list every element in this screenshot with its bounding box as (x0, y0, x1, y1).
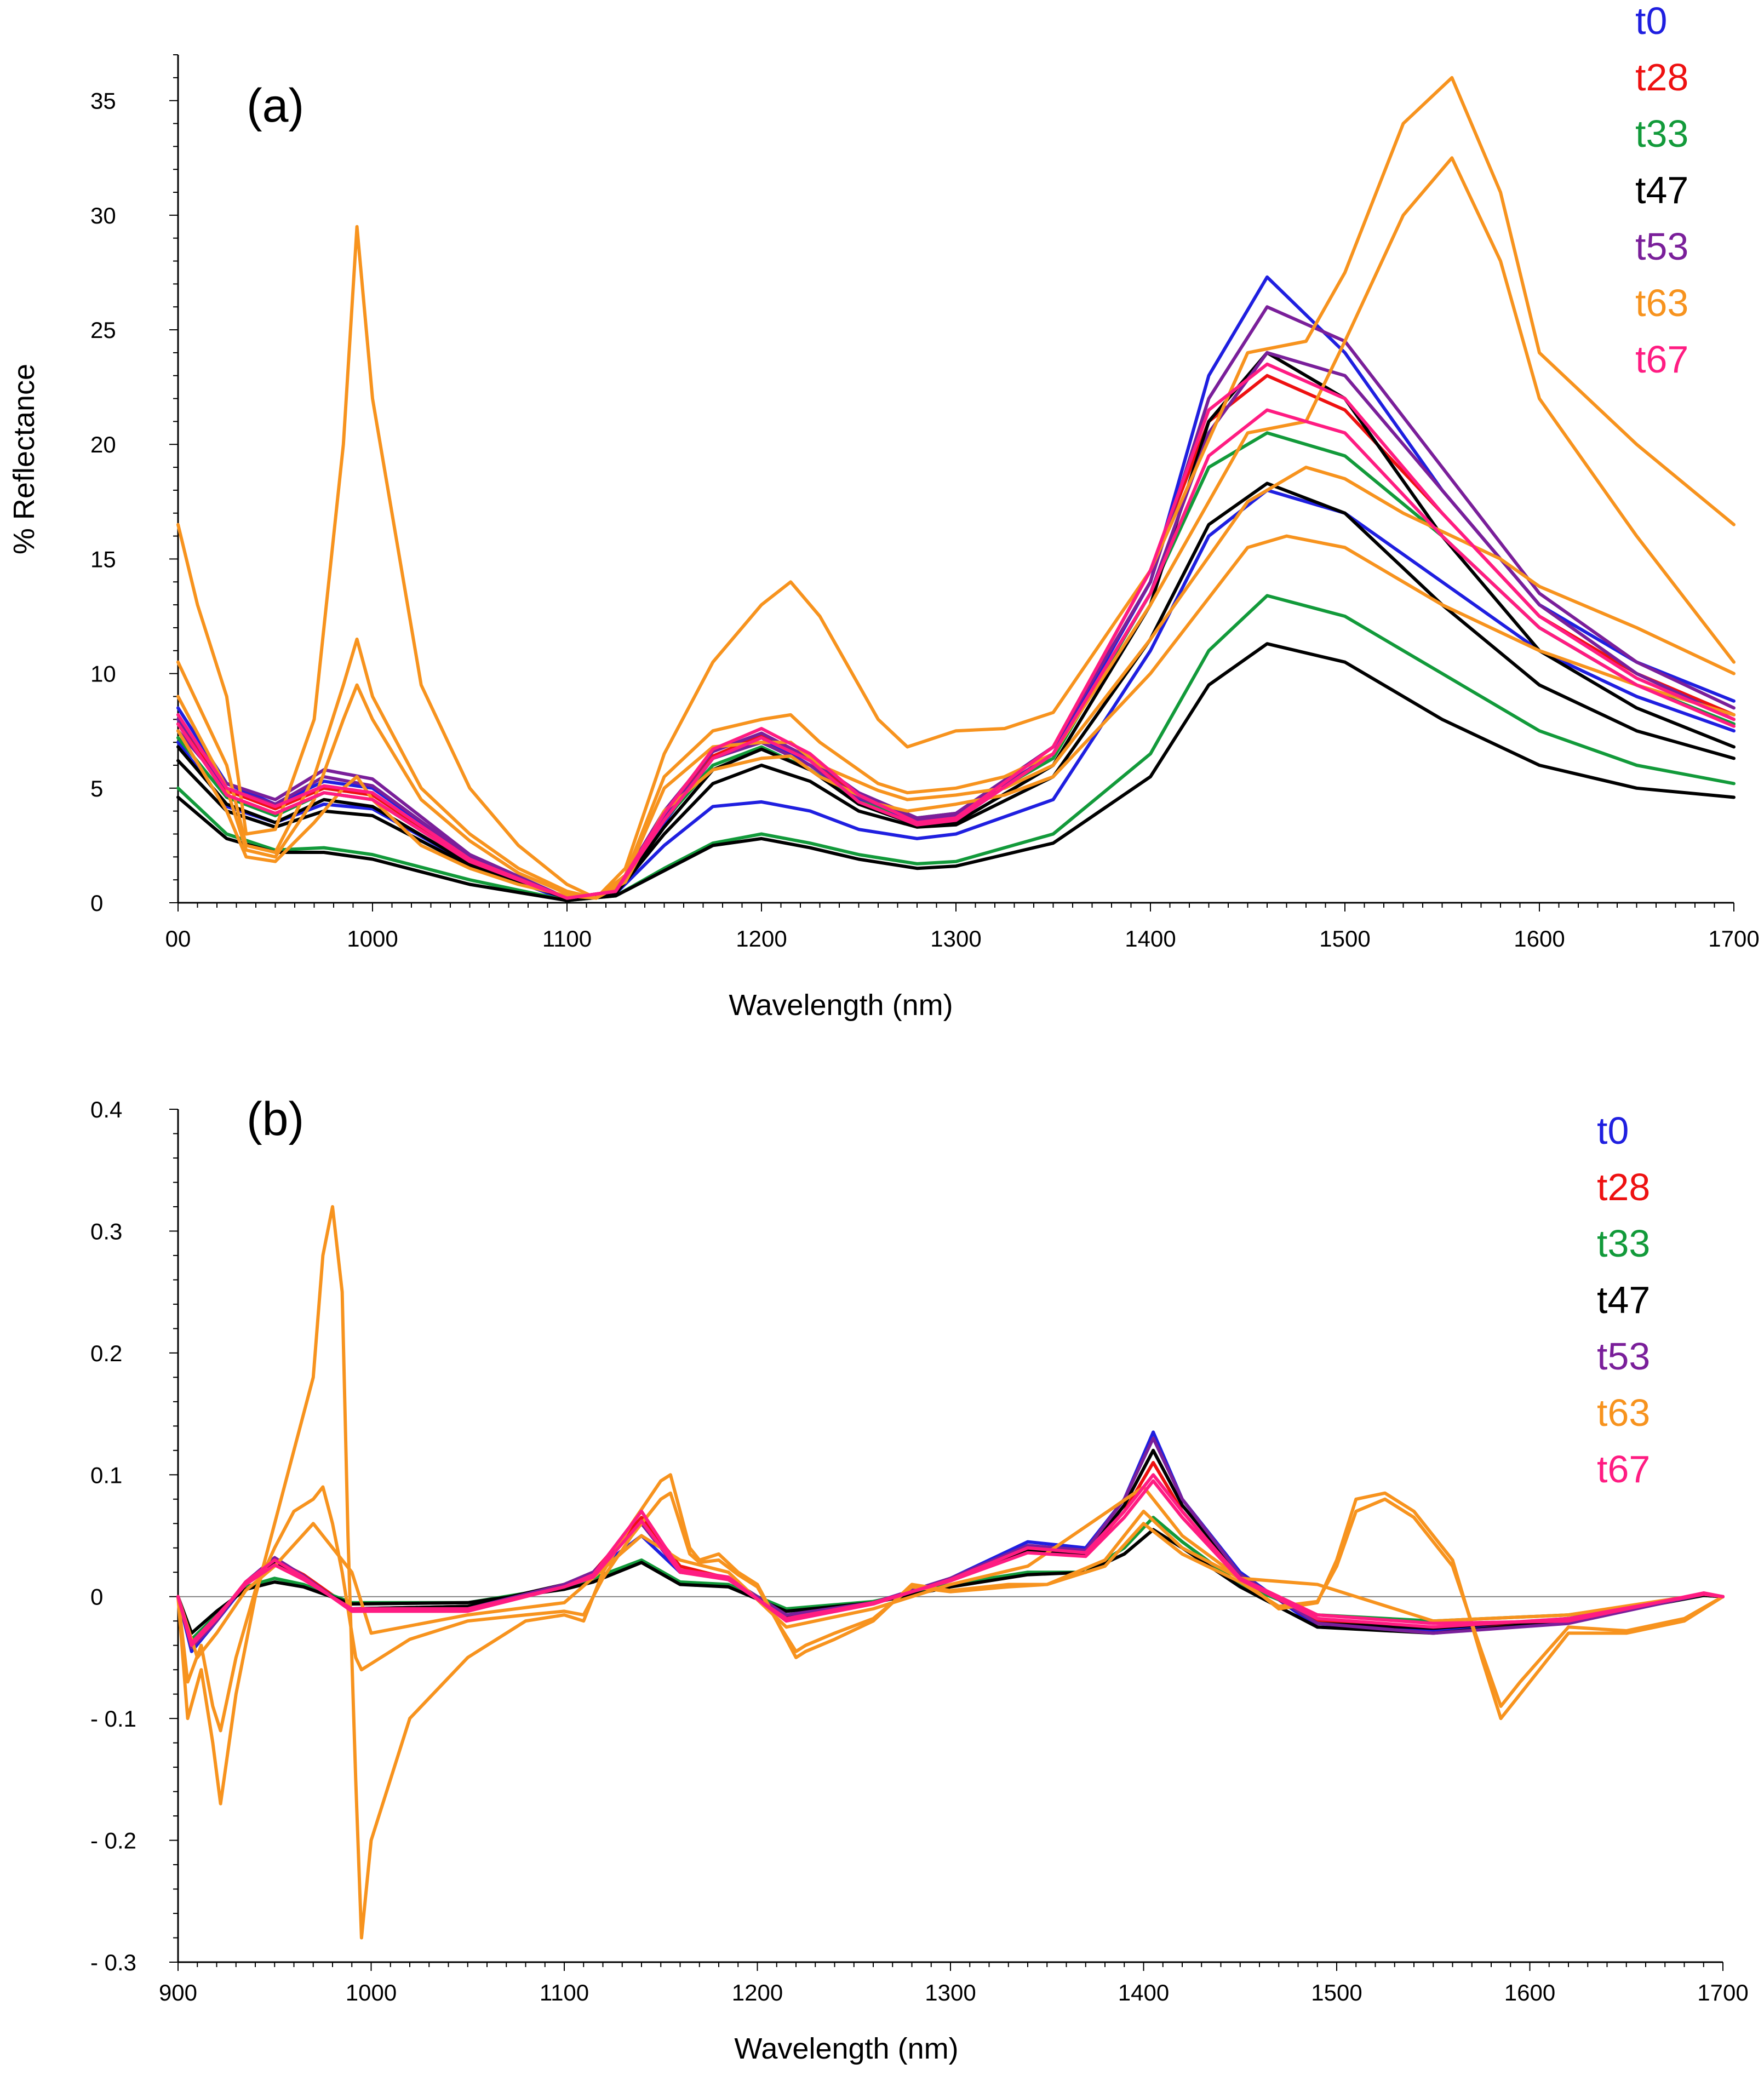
y-tick-label: 30 (90, 203, 116, 228)
series-line-t47 (176, 642, 1736, 902)
legend-label-t33: t33 (1635, 112, 1688, 155)
series-line-t63 (176, 466, 1736, 900)
x-tick-label: 1700 (1697, 1980, 1748, 2005)
series-line-t47 (176, 1528, 1725, 1635)
series-line-t67 (176, 1479, 1725, 1645)
x-tick-label: 1200 (736, 926, 787, 951)
y-tick-label: 0.1 (90, 1462, 122, 1488)
series-line-t0 (176, 488, 1736, 902)
series-line-t63 (176, 156, 1736, 900)
y-tick-label: - 0.1 (90, 1706, 136, 1732)
series-line-t47 (176, 351, 1736, 900)
x-tick-label: 1000 (347, 926, 398, 951)
series-line-t63 (176, 76, 1736, 900)
y-tick-label: 5 (90, 776, 103, 801)
x-tick-label: 1200 (732, 1980, 783, 2005)
x-tick-label: 1100 (542, 926, 592, 951)
legend-label-t67: t67 (1597, 1448, 1650, 1491)
y-tick-label: 10 (90, 661, 116, 687)
y-tick-label: 0.3 (90, 1218, 122, 1244)
y-tick-label: 25 (90, 317, 116, 343)
y-axis-title-a: % Reflectance (8, 364, 41, 554)
x-tick-label: 1000 (346, 1980, 397, 2005)
legend-label-t28: t28 (1597, 1166, 1650, 1208)
legend-label-t63: t63 (1597, 1391, 1650, 1434)
series-line-t28 (176, 374, 1736, 900)
y-tick-label: 0.2 (90, 1340, 122, 1366)
y-tick-label: 0.4 (90, 1097, 122, 1122)
series-line-t67 (176, 1473, 1725, 1647)
x-tick-label: 1400 (1125, 926, 1176, 951)
legend-label-t67: t67 (1635, 338, 1688, 381)
series-line-t63 (176, 1485, 1725, 1659)
panel-label-b: (b) (247, 1093, 304, 1145)
series-line-t47 (176, 1448, 1725, 1647)
x-tick-label: 1300 (925, 1980, 976, 2005)
y-tick-label: - 0.2 (90, 1828, 136, 1854)
y-tick-label: - 0.3 (90, 1950, 136, 1975)
x-tick-label: 900 (159, 1980, 197, 2005)
y-tick-label: 0 (90, 1584, 103, 1610)
legend-label-t28: t28 (1635, 56, 1688, 99)
legend-label-t63: t63 (1635, 282, 1688, 324)
legend-label-t53: t53 (1597, 1335, 1650, 1378)
x-axis-title-a: Wavelength (nm) (729, 989, 953, 1022)
x-axis-title-b: Wavelength (nm) (734, 2032, 958, 2065)
legend-label-t33: t33 (1597, 1222, 1650, 1265)
x-tick-label: 1300 (930, 926, 981, 951)
y-tick-label: 35 (90, 88, 116, 114)
series-line-t33 (176, 594, 1736, 902)
y-tick-label: 20 (90, 432, 116, 457)
series-line-t63 (176, 1485, 1725, 1733)
x-tick-label: 1600 (1504, 1980, 1555, 2005)
x-tick-label: 1500 (1311, 1980, 1362, 2005)
chart-panel-b: (b) Wavelength (nm) 900 1000 1100 1200 1300 1… (90, 1093, 1749, 2065)
series-group (176, 1205, 1725, 1940)
x-tick-label: 00 (165, 926, 191, 951)
series-line-t47 (176, 482, 1736, 900)
series-line-t67 (176, 362, 1736, 900)
series-line-t63 (176, 1205, 1725, 1940)
legend-label-t47: t47 (1635, 169, 1688, 211)
x-tick-label: 1600 (1514, 926, 1565, 951)
legend-label-t53: t53 (1635, 225, 1688, 268)
y-tick-label: 15 (90, 546, 116, 572)
x-tick-label: 1500 (1319, 926, 1370, 951)
series-line-t67 (176, 408, 1736, 900)
series-line-t63 (176, 534, 1736, 900)
chart-panel-a: (a) Wavelength (nm) % Reflectance 00 1000… (8, 0, 1760, 1022)
legend-label-t0: t0 (1635, 0, 1667, 42)
series-line-t53 (176, 1436, 1725, 1650)
panel-label-a: (a) (247, 79, 304, 132)
x-tick-label: 1100 (540, 1980, 589, 2005)
x-tick-label: 1700 (1708, 926, 1759, 951)
series-group (176, 76, 1736, 902)
y-tick-label: 0 (90, 890, 103, 916)
legend-label-t0: t0 (1597, 1109, 1629, 1152)
legend-label-t47: t47 (1597, 1279, 1650, 1321)
x-tick-label: 1400 (1118, 1980, 1169, 2005)
